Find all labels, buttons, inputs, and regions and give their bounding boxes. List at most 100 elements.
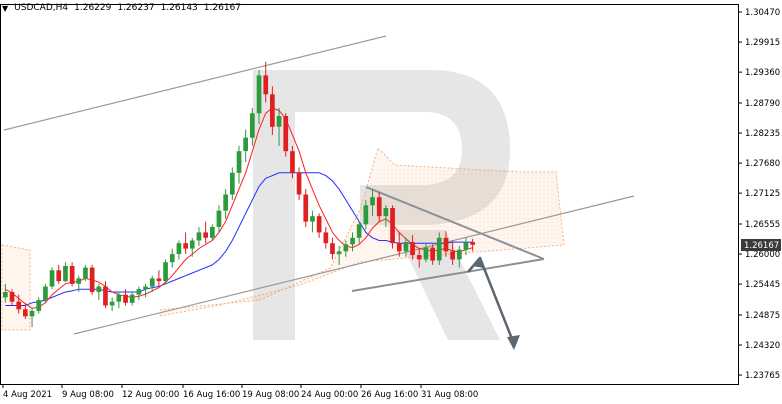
price-axis: 1.30470 1.29915 1.29360 1.28790 1.28235 1.276… [738, 4, 780, 384]
candle [63, 262, 68, 283]
candle-body [29, 310, 35, 317]
ohlc-high: 1.26237 [117, 3, 155, 13]
candle [236, 145, 242, 184]
candle-body [356, 224, 362, 238]
candle [216, 205, 222, 233]
ohlc-close: 1.26167 [203, 3, 241, 13]
candle-body [216, 210, 222, 227]
forecast-arrow-down-head [507, 335, 520, 350]
candle-body [436, 237, 442, 261]
candle-body [470, 242, 475, 245]
candle-body [210, 227, 215, 238]
time-tick-label: 9 Aug 08:00 [62, 390, 114, 400]
candle-body [276, 116, 282, 127]
candle-body [323, 232, 329, 244]
price-tick-label: 1.29915 [745, 38, 780, 48]
candle-body [176, 243, 182, 254]
price-tick-label: 1.24875 [745, 311, 780, 321]
candle [210, 224, 215, 241]
candle-body [457, 249, 462, 260]
candle-body [203, 232, 208, 238]
price-tick-label: 1.28235 [745, 129, 780, 139]
candle [450, 240, 455, 265]
candle-body [103, 286, 108, 306]
candle-body [189, 240, 195, 249]
price-tick-label: 1.26555 [745, 220, 780, 230]
triangle-lower-line [351, 258, 545, 292]
channel-upper-line [3, 35, 387, 131]
current-price-tag: 1.26167 [741, 239, 781, 252]
candle-body [36, 300, 42, 311]
candle-body [390, 208, 395, 244]
ohlc-open: 1.26229 [74, 3, 112, 13]
candle-body [430, 247, 435, 261]
symbol-timeframe[interactable]: USDCAD,H4 [14, 3, 69, 13]
candle [196, 226, 202, 246]
candle-body [76, 278, 82, 284]
time-axis: 4 Aug 2021 9 Aug 08:00 12 Aug 00:00 16 Aug … [2, 384, 478, 400]
symbol-dropdown-icon[interactable]: ▼ [2, 3, 9, 13]
ohlc-low: 1.26143 [160, 3, 198, 13]
candle [103, 281, 108, 309]
candle-body [23, 309, 28, 317]
price-tick-label: 1.26000 [745, 250, 780, 260]
candle [256, 69, 262, 125]
candle [403, 237, 409, 257]
candle-body [283, 116, 289, 152]
candle [410, 235, 415, 260]
candle-body [316, 216, 322, 233]
candle [3, 283, 8, 303]
candle [176, 240, 182, 260]
candle-body [370, 197, 375, 206]
candle [230, 167, 235, 200]
candle-body [149, 278, 155, 287]
candle-body [56, 270, 62, 282]
candle-body [163, 262, 168, 282]
candle [9, 289, 15, 306]
candle-body [463, 242, 469, 250]
cloud-segment-left [1, 244, 31, 331]
candle [136, 286, 142, 301]
candle-body [310, 216, 315, 222]
price-tick-label: 1.27680 [745, 159, 780, 169]
candle-body [423, 247, 429, 260]
candle [96, 283, 102, 301]
candle-body [196, 232, 202, 241]
candle-body [83, 267, 88, 279]
candle [356, 221, 362, 244]
candle-body [290, 151, 295, 173]
cloud-segment-main [159, 147, 565, 317]
candle-body [223, 194, 228, 211]
candle [16, 294, 22, 314]
candle [276, 107, 282, 146]
candle-body [16, 301, 22, 310]
candle [143, 283, 148, 298]
candle [203, 221, 208, 244]
candle [83, 264, 88, 282]
candle [316, 213, 322, 238]
candle [243, 129, 248, 163]
candle [189, 237, 195, 257]
candle [23, 302, 28, 320]
candle-body [116, 294, 122, 302]
candle-body [350, 237, 355, 245]
candle [470, 238, 475, 252]
candle [463, 237, 469, 256]
candle-body [256, 75, 262, 114]
candle-body [383, 208, 389, 217]
candle [390, 205, 395, 249]
candle [223, 189, 228, 219]
price-tick-label: 1.27125 [745, 189, 780, 199]
price-tick-label: 1.23765 [745, 371, 780, 381]
candle [376, 191, 382, 222]
candle-body [363, 205, 369, 225]
candle [89, 264, 95, 295]
chart-header: ▼ USDCAD,H4 1.26229 1.26237 1.26143 1.26… [2, 3, 241, 13]
candle [457, 245, 462, 268]
candle [169, 248, 175, 268]
candle-body [443, 237, 449, 252]
candle-body [250, 113, 255, 138]
candle [416, 248, 422, 268]
